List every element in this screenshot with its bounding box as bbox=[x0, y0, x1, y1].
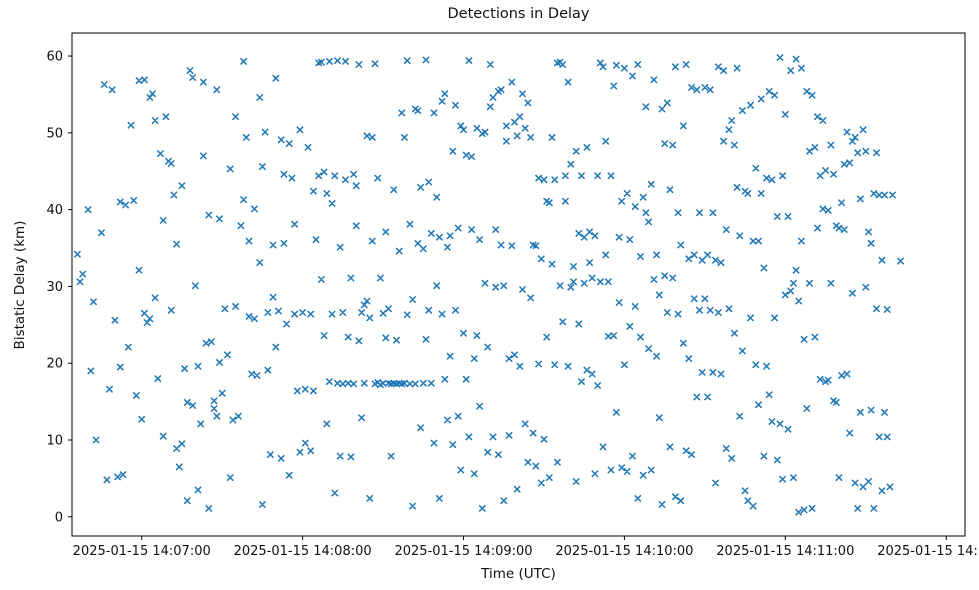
x-tick-label: 2025-01-15 14:07:00 bbox=[73, 544, 211, 559]
plot-title: Detections in Delay bbox=[447, 6, 590, 22]
x-axis-label: Time (UTC) bbox=[481, 566, 556, 582]
y-tick-label: 10 bbox=[46, 434, 63, 449]
y-tick-label: 30 bbox=[46, 280, 63, 295]
axes-frame bbox=[71, 32, 966, 537]
y-tick-label: 20 bbox=[46, 357, 63, 372]
x-tick-label: 2025-01-15 14:10:00 bbox=[555, 544, 693, 559]
y-tick-label: 40 bbox=[46, 203, 63, 218]
x-tick-label: 2025-01-15 14:08:00 bbox=[234, 544, 372, 559]
x-tick-label: 2025-01-15 14:09:00 bbox=[394, 544, 532, 559]
y-axis-label-text: Bistatic Delay (km) bbox=[12, 220, 28, 350]
y-tick-label: 0 bbox=[55, 510, 63, 525]
x-tick-label: 2025-01-15 14:12:00 bbox=[877, 544, 979, 559]
y-tick-label: 50 bbox=[46, 126, 63, 141]
y-tick-label: 60 bbox=[46, 50, 63, 65]
x-tick-label: 2025-01-15 14:11:00 bbox=[716, 544, 854, 559]
scatter-points bbox=[73, 53, 905, 516]
